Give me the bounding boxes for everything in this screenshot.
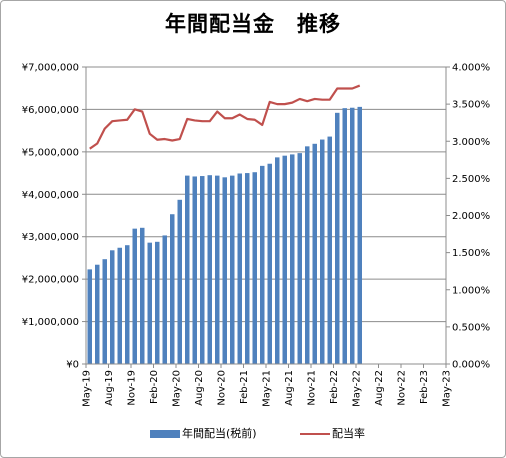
x-tick-label: Nov-19 xyxy=(127,370,138,406)
right-tick-label: 0.000% xyxy=(452,360,490,371)
bar xyxy=(132,228,137,364)
right-tick-label: 0.500% xyxy=(452,322,490,333)
bar xyxy=(282,155,287,364)
bar xyxy=(327,136,332,364)
legend-item-dividend: 年間配当(税前) xyxy=(150,425,257,441)
bar xyxy=(305,146,310,364)
x-tick-label: May-22 xyxy=(352,370,363,407)
x-tick-label: May-19 xyxy=(82,370,93,407)
bar xyxy=(297,153,302,364)
legend-label-yield: 配当率 xyxy=(332,427,365,440)
bar xyxy=(140,227,145,364)
x-tick-label: Feb-23 xyxy=(419,370,430,404)
bar xyxy=(335,112,340,364)
right-tick-label: 1.000% xyxy=(452,285,490,296)
x-tick-label: Feb-21 xyxy=(239,370,250,404)
left-tick-label: ¥7,000,000 xyxy=(22,63,79,74)
bar xyxy=(192,176,197,364)
x-tick-label: Nov-22 xyxy=(397,370,408,406)
bar xyxy=(87,269,92,364)
bar xyxy=(267,163,272,364)
left-tick-label: ¥4,000,000 xyxy=(22,190,79,201)
x-tick-label: Aug-21 xyxy=(284,370,295,406)
legend-swatch-dividend xyxy=(150,430,180,438)
bar xyxy=(320,139,325,364)
right-tick-label: 2.000% xyxy=(452,211,490,222)
x-tick-label: Nov-20 xyxy=(217,370,228,406)
bar xyxy=(342,108,347,364)
right-tick-label: 3.000% xyxy=(452,137,490,148)
x-tick-label: Aug-19 xyxy=(104,370,115,406)
x-tick-label: May-21 xyxy=(262,370,273,407)
bar xyxy=(260,165,265,364)
legend-item-yield: 配当率 xyxy=(300,425,365,441)
x-tick-label: Aug-20 xyxy=(194,370,205,406)
bar xyxy=(162,235,167,364)
left-tick-label: ¥3,000,000 xyxy=(22,232,79,243)
bar xyxy=(117,247,122,364)
left-tick-label: ¥1,000,000 xyxy=(22,317,79,328)
bar xyxy=(237,173,242,364)
x-tick-label: Feb-20 xyxy=(149,370,160,404)
legend-label-dividend: 年間配当(税前) xyxy=(182,427,257,440)
left-tick-label: ¥6,000,000 xyxy=(22,105,79,116)
right-tick-label: 4.000% xyxy=(452,63,490,74)
x-tick-label: Nov-21 xyxy=(307,370,318,406)
x-tick-label: May-20 xyxy=(172,370,183,407)
bar xyxy=(110,250,115,364)
bar xyxy=(245,173,250,364)
x-tick-label: Aug-22 xyxy=(374,370,385,406)
bar xyxy=(147,242,152,364)
bar xyxy=(252,172,257,364)
right-tick-label: 1.500% xyxy=(452,248,490,259)
x-tick-label: May-23 xyxy=(442,370,453,407)
bar xyxy=(350,107,355,364)
bar xyxy=(215,175,220,364)
right-tick-label: 2.500% xyxy=(452,174,490,185)
bar xyxy=(155,241,160,364)
right-tick-label: 3.500% xyxy=(452,100,490,111)
bar xyxy=(275,157,280,364)
bar xyxy=(95,264,100,364)
bar xyxy=(185,175,190,364)
bar xyxy=(170,214,175,364)
bar xyxy=(177,199,182,364)
bar xyxy=(290,154,295,364)
chart-title: 年間配当金 推移 xyxy=(165,12,341,36)
bar xyxy=(207,175,212,364)
bar xyxy=(102,259,107,364)
left-tick-label: ¥0 xyxy=(66,360,79,371)
bar xyxy=(312,143,317,364)
x-tick-label: Feb-22 xyxy=(329,370,340,404)
bar xyxy=(125,245,130,364)
bar xyxy=(200,176,205,364)
left-tick-label: ¥5,000,000 xyxy=(22,147,79,158)
bar xyxy=(357,106,362,364)
bar xyxy=(222,177,227,364)
bar xyxy=(230,175,235,364)
legend-swatch-yield xyxy=(300,433,330,435)
yield-line xyxy=(89,84,361,150)
left-tick-label: ¥2,000,000 xyxy=(22,275,79,286)
